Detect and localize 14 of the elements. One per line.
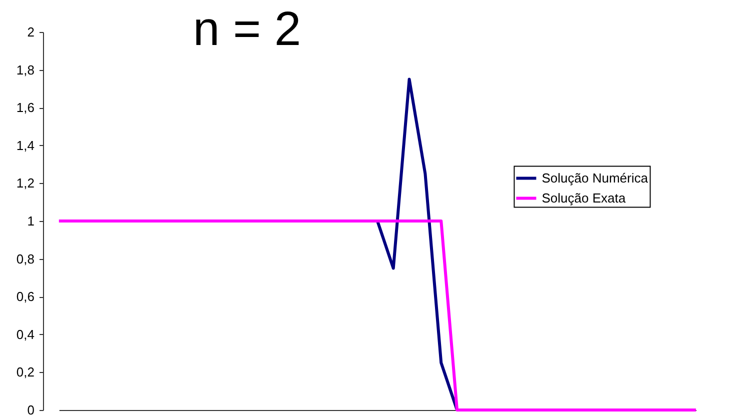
y-tick-label: 0,6 (16, 289, 34, 304)
legend-label: Solução Numérica (542, 170, 649, 186)
y-tick-label: 0,4 (16, 326, 34, 342)
chart-title: n = 2 (193, 3, 302, 56)
y-tick-label: 0 (27, 402, 34, 418)
y-tick-label: 1,2 (16, 176, 34, 191)
y-tick-label: 1,4 (16, 138, 34, 153)
legend-label: Solução Exata (542, 190, 626, 206)
y-tick-label: 0,8 (16, 251, 34, 266)
y-tick-label: 1,6 (16, 100, 34, 116)
y-tick-label: 0,2 (16, 364, 34, 380)
y-tick-label: 1,8 (16, 62, 34, 78)
y-tick-label: 1 (27, 214, 34, 228)
y-tick-label: 2 (27, 24, 34, 40)
